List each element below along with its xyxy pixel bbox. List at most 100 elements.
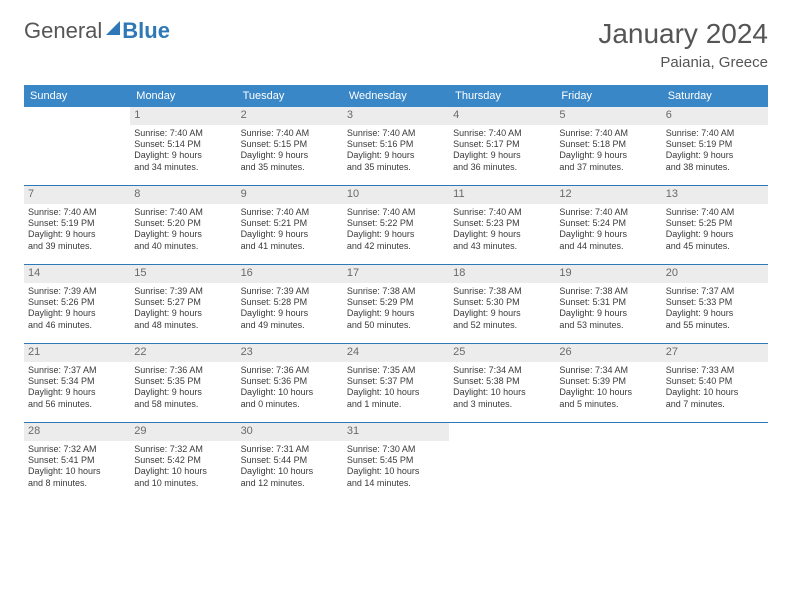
daylight-line-2: and 8 minutes. (28, 478, 126, 489)
day-cell: 16Sunrise: 7:39 AMSunset: 5:28 PMDayligh… (237, 265, 343, 343)
day-cell: 20Sunrise: 7:37 AMSunset: 5:33 PMDayligh… (662, 265, 768, 343)
sunset-line: Sunset: 5:39 PM (559, 376, 657, 387)
sunrise-line: Sunrise: 7:38 AM (347, 286, 445, 297)
location-label: Paiania, Greece (598, 54, 768, 71)
sunset-line: Sunset: 5:16 PM (347, 139, 445, 150)
day-cell: 3Sunrise: 7:40 AMSunset: 5:16 PMDaylight… (343, 107, 449, 185)
daylight-line-1: Daylight: 10 hours (559, 387, 657, 398)
day-number: 16 (237, 265, 343, 283)
day-cell: 8Sunrise: 7:40 AMSunset: 5:20 PMDaylight… (130, 186, 236, 264)
day-number: 9 (237, 186, 343, 204)
week-row: 21Sunrise: 7:37 AMSunset: 5:34 PMDayligh… (24, 344, 768, 423)
daylight-line-2: and 14 minutes. (347, 478, 445, 489)
day-number: 18 (449, 265, 555, 283)
sunrise-line: Sunrise: 7:37 AM (666, 286, 764, 297)
day-number: 26 (555, 344, 661, 362)
sunset-line: Sunset: 5:14 PM (134, 139, 232, 150)
sunrise-line: Sunrise: 7:40 AM (666, 128, 764, 139)
day-number: 27 (662, 344, 768, 362)
day-cell: 24Sunrise: 7:35 AMSunset: 5:37 PMDayligh… (343, 344, 449, 422)
daylight-line-1: Daylight: 9 hours (134, 150, 232, 161)
day-cell: 14Sunrise: 7:39 AMSunset: 5:26 PMDayligh… (24, 265, 130, 343)
daylight-line-1: Daylight: 9 hours (28, 229, 126, 240)
sunrise-line: Sunrise: 7:39 AM (134, 286, 232, 297)
day-number: 6 (662, 107, 768, 125)
dow-cell: Sunday (24, 85, 130, 107)
day-cell (24, 107, 130, 185)
day-body: Sunrise: 7:40 AMSunset: 5:18 PMDaylight:… (555, 125, 661, 177)
sunrise-line: Sunrise: 7:39 AM (28, 286, 126, 297)
day-number: 2 (237, 107, 343, 125)
sunrise-line: Sunrise: 7:40 AM (559, 207, 657, 218)
day-cell: 6Sunrise: 7:40 AMSunset: 5:19 PMDaylight… (662, 107, 768, 185)
daylight-line-1: Daylight: 10 hours (347, 387, 445, 398)
day-number: 8 (130, 186, 236, 204)
sunset-line: Sunset: 5:42 PM (134, 455, 232, 466)
day-body: Sunrise: 7:32 AMSunset: 5:42 PMDaylight:… (130, 441, 236, 493)
day-body: Sunrise: 7:40 AMSunset: 5:19 PMDaylight:… (24, 204, 130, 256)
sunrise-line: Sunrise: 7:37 AM (28, 365, 126, 376)
day-body: Sunrise: 7:38 AMSunset: 5:30 PMDaylight:… (449, 283, 555, 335)
daylight-line-1: Daylight: 9 hours (666, 150, 764, 161)
day-body: Sunrise: 7:40 AMSunset: 5:23 PMDaylight:… (449, 204, 555, 256)
dow-cell: Wednesday (343, 85, 449, 107)
day-number: 25 (449, 344, 555, 362)
day-cell: 31Sunrise: 7:30 AMSunset: 5:45 PMDayligh… (343, 423, 449, 501)
daylight-line-2: and 48 minutes. (134, 320, 232, 331)
daylight-line-1: Daylight: 9 hours (453, 229, 551, 240)
day-cell: 2Sunrise: 7:40 AMSunset: 5:15 PMDaylight… (237, 107, 343, 185)
month-title: January 2024 (598, 18, 768, 50)
sunset-line: Sunset: 5:23 PM (453, 218, 551, 229)
daylight-line-2: and 56 minutes. (28, 399, 126, 410)
day-number: 7 (24, 186, 130, 204)
sunrise-line: Sunrise: 7:40 AM (347, 128, 445, 139)
daylight-line-2: and 35 minutes. (241, 162, 339, 173)
day-body: Sunrise: 7:33 AMSunset: 5:40 PMDaylight:… (662, 362, 768, 414)
day-cell: 21Sunrise: 7:37 AMSunset: 5:34 PMDayligh… (24, 344, 130, 422)
day-body: Sunrise: 7:38 AMSunset: 5:29 PMDaylight:… (343, 283, 449, 335)
sunrise-line: Sunrise: 7:33 AM (666, 365, 764, 376)
day-cell: 23Sunrise: 7:36 AMSunset: 5:36 PMDayligh… (237, 344, 343, 422)
day-body: Sunrise: 7:40 AMSunset: 5:25 PMDaylight:… (662, 204, 768, 256)
day-body: Sunrise: 7:40 AMSunset: 5:15 PMDaylight:… (237, 125, 343, 177)
daylight-line-1: Daylight: 9 hours (666, 308, 764, 319)
sunrise-line: Sunrise: 7:39 AM (241, 286, 339, 297)
day-number: 22 (130, 344, 236, 362)
sunrise-line: Sunrise: 7:38 AM (559, 286, 657, 297)
dow-cell: Saturday (662, 85, 768, 107)
sunrise-line: Sunrise: 7:40 AM (28, 207, 126, 218)
day-number: 15 (130, 265, 236, 283)
daylight-line-1: Daylight: 9 hours (453, 150, 551, 161)
sunset-line: Sunset: 5:22 PM (347, 218, 445, 229)
daylight-line-2: and 3 minutes. (453, 399, 551, 410)
day-number: 23 (237, 344, 343, 362)
daylight-line-1: Daylight: 9 hours (559, 308, 657, 319)
daylight-line-2: and 7 minutes. (666, 399, 764, 410)
day-cell: 9Sunrise: 7:40 AMSunset: 5:21 PMDaylight… (237, 186, 343, 264)
day-cell: 15Sunrise: 7:39 AMSunset: 5:27 PMDayligh… (130, 265, 236, 343)
dow-cell: Tuesday (237, 85, 343, 107)
day-of-week-header: SundayMondayTuesdayWednesdayThursdayFrid… (24, 85, 768, 107)
day-cell: 4Sunrise: 7:40 AMSunset: 5:17 PMDaylight… (449, 107, 555, 185)
calendar: SundayMondayTuesdayWednesdayThursdayFrid… (24, 85, 768, 501)
day-number: 3 (343, 107, 449, 125)
daylight-line-1: Daylight: 9 hours (28, 387, 126, 398)
day-number: 28 (24, 423, 130, 441)
day-body: Sunrise: 7:40 AMSunset: 5:21 PMDaylight:… (237, 204, 343, 256)
day-body: Sunrise: 7:37 AMSunset: 5:34 PMDaylight:… (24, 362, 130, 414)
sunset-line: Sunset: 5:33 PM (666, 297, 764, 308)
daylight-line-2: and 1 minute. (347, 399, 445, 410)
daylight-line-1: Daylight: 10 hours (666, 387, 764, 398)
sunrise-line: Sunrise: 7:36 AM (134, 365, 232, 376)
sunset-line: Sunset: 5:17 PM (453, 139, 551, 150)
daylight-line-1: Daylight: 10 hours (453, 387, 551, 398)
day-cell: 30Sunrise: 7:31 AMSunset: 5:44 PMDayligh… (237, 423, 343, 501)
sunset-line: Sunset: 5:45 PM (347, 455, 445, 466)
title-block: January 2024 Paiania, Greece (598, 18, 768, 71)
day-cell (555, 423, 661, 501)
day-number: 14 (24, 265, 130, 283)
daylight-line-2: and 45 minutes. (666, 241, 764, 252)
sunrise-line: Sunrise: 7:40 AM (453, 207, 551, 218)
sunset-line: Sunset: 5:20 PM (134, 218, 232, 229)
daylight-line-1: Daylight: 10 hours (347, 466, 445, 477)
